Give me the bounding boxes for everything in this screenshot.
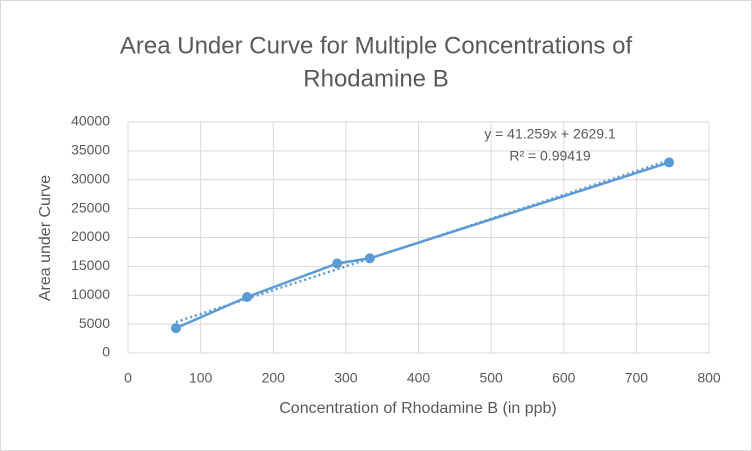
y-tick-label: 20000 bbox=[71, 228, 110, 244]
data-point bbox=[170, 323, 181, 334]
x-tick-label: 100 bbox=[189, 370, 213, 386]
chart-title: Rhodamine B bbox=[303, 65, 448, 92]
y-tick-label: 15000 bbox=[71, 257, 110, 273]
x-tick-label: 200 bbox=[262, 370, 286, 386]
x-tick-label: 400 bbox=[407, 370, 431, 386]
y-tick-label: 10000 bbox=[71, 286, 110, 302]
y-tick-label: 0 bbox=[102, 344, 110, 360]
x-tick-label: 500 bbox=[479, 370, 503, 386]
x-tick-label: 800 bbox=[697, 370, 721, 386]
data-point bbox=[332, 258, 343, 269]
trendline bbox=[175, 159, 670, 324]
x-axis-title: Concentration of Rhodamine B (in ppb) bbox=[279, 400, 557, 417]
data-point bbox=[242, 291, 253, 302]
y-tick-label: 40000 bbox=[71, 113, 110, 129]
y-tick-label: 5000 bbox=[79, 315, 110, 331]
y-tick-label: 30000 bbox=[71, 170, 110, 186]
trendline-equation: y = 41.259x + 2629.1 bbox=[484, 126, 616, 142]
trendline-r2: R² = 0.99419 bbox=[509, 148, 591, 164]
x-tick-label: 700 bbox=[625, 370, 649, 386]
x-tick-label: 600 bbox=[552, 370, 576, 386]
y-axis-title: Area under Curve bbox=[37, 175, 54, 301]
y-tick-label: 35000 bbox=[71, 142, 110, 158]
x-tick-label: 0 bbox=[124, 370, 132, 386]
y-tick-label: 25000 bbox=[71, 199, 110, 215]
x-tick-label: 300 bbox=[334, 370, 358, 386]
chart-title: Area Under Curve for Multiple Concentrat… bbox=[120, 32, 633, 59]
data-point bbox=[364, 253, 375, 264]
data-point bbox=[664, 157, 675, 168]
